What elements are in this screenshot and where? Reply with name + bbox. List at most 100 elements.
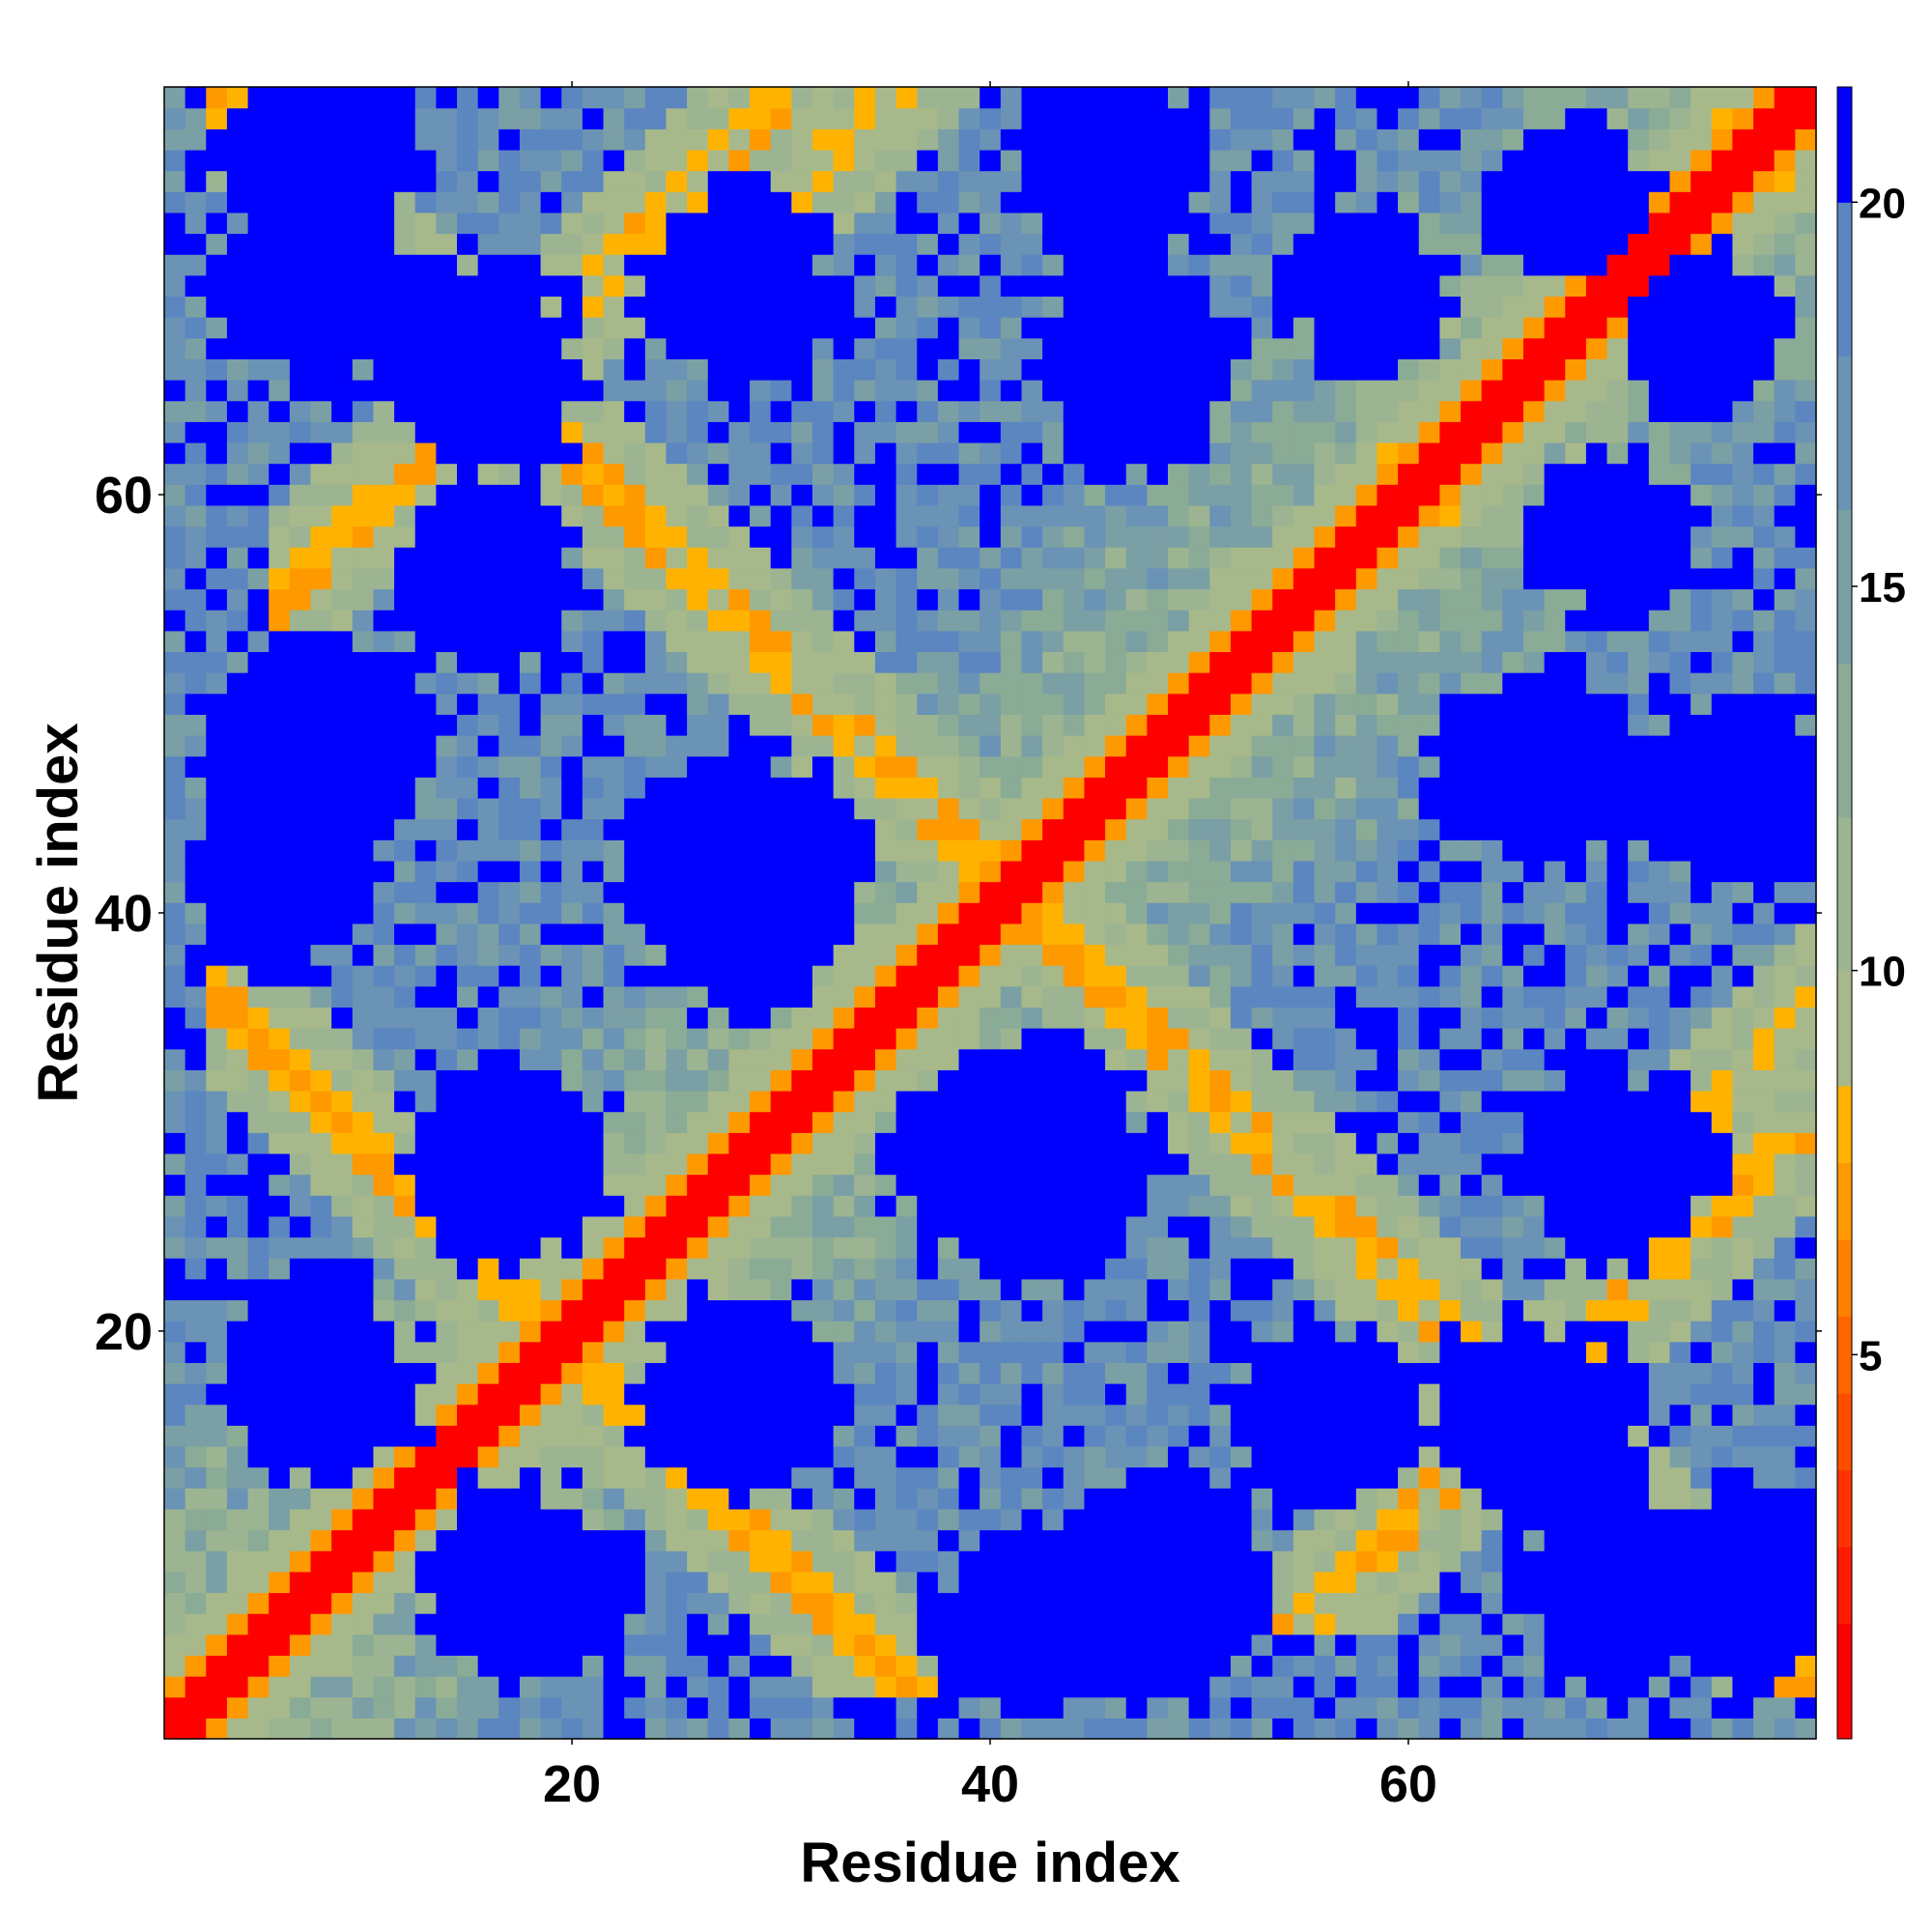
heatmap-cell (1293, 484, 1316, 506)
heatmap-cell (436, 1299, 458, 1321)
heatmap-cell (1167, 1152, 1190, 1176)
heatmap-cell (310, 1488, 332, 1510)
heatmap-cell (603, 1258, 625, 1280)
heatmap-cell (247, 1090, 270, 1113)
heatmap-cell (498, 1195, 521, 1217)
heatmap-cell (1167, 1383, 1190, 1406)
heatmap-cell (666, 1676, 688, 1698)
heatmap-cell (1042, 463, 1065, 485)
heatmap-cell (937, 944, 960, 966)
heatmap-cell (1293, 1425, 1316, 1447)
heatmap-cell (707, 1613, 730, 1635)
heatmap-cell (1439, 714, 1462, 736)
heatmap-cell (1000, 1195, 1023, 1217)
heatmap-cell (687, 254, 709, 276)
heatmap-cell (1377, 1195, 1399, 1217)
heatmap-cell (373, 1383, 395, 1406)
heatmap-cell (1209, 87, 1232, 109)
heatmap-cell (1251, 1696, 1273, 1719)
heatmap-cell (1000, 107, 1023, 129)
heatmap-cell (352, 526, 375, 548)
heatmap-cell (1125, 1613, 1148, 1635)
heatmap-cell (1000, 296, 1023, 318)
heatmap-cell (728, 839, 751, 862)
heatmap-cell (644, 337, 668, 359)
heatmap-cell (812, 337, 835, 359)
heatmap-cell (707, 1696, 730, 1719)
heatmap-cell (498, 839, 521, 862)
heatmap-cell (414, 107, 437, 129)
heatmap-cell (937, 1048, 960, 1070)
heatmap-cell (1021, 1236, 1043, 1259)
heatmap-cell (1272, 296, 1294, 318)
heatmap-cell (1355, 170, 1378, 192)
heatmap-cell (707, 818, 730, 840)
heatmap-cell (540, 1111, 562, 1133)
heatmap-cell (1167, 1676, 1190, 1698)
heatmap-cell (206, 1529, 228, 1551)
heatmap-cell (728, 755, 751, 778)
heatmap-cell (1439, 1321, 1462, 1343)
heatmap-cell (185, 149, 207, 172)
heatmap-cell (1147, 1383, 1169, 1406)
heatmap-cell (373, 1174, 395, 1196)
heatmap-cell (226, 839, 249, 862)
heatmap-cell (1167, 547, 1190, 569)
heatmap-cell (582, 860, 605, 883)
heatmap-cell (1355, 797, 1378, 820)
heatmap-cell (874, 463, 897, 485)
heatmap-cell (958, 985, 980, 1009)
heatmap-cell (833, 1299, 855, 1321)
heatmap-cell (1084, 1278, 1106, 1301)
heatmap-cell (1000, 1132, 1023, 1154)
heatmap-cell (854, 1028, 876, 1050)
heatmap-cell (519, 672, 542, 695)
heatmap-cell (247, 985, 270, 1009)
heatmap-cell (164, 755, 186, 778)
heatmap-cell (750, 965, 772, 987)
heatmap-cell (206, 1655, 228, 1677)
heatmap-cell (624, 1696, 646, 1719)
heatmap-cell (644, 1069, 668, 1092)
heatmap-cell (352, 1696, 375, 1719)
heatmap-cell (477, 818, 499, 840)
heatmap-cell (1167, 1007, 1190, 1029)
heatmap-cell (394, 1655, 416, 1677)
heatmap-cell (750, 1258, 772, 1280)
heatmap-cell (1209, 337, 1232, 359)
heatmap-cell (1125, 358, 1148, 381)
heatmap-cell (1042, 693, 1065, 715)
heatmap-cell (895, 1195, 918, 1217)
heatmap-cell (644, 860, 668, 883)
heatmap-cell (1188, 421, 1210, 443)
heatmap-cell (1251, 296, 1273, 318)
heatmap-cell (1021, 1090, 1043, 1113)
heatmap-cell (331, 985, 354, 1009)
heatmap-cell (561, 274, 583, 298)
heatmap-cell (436, 1550, 458, 1573)
heatmap-cell (644, 1132, 668, 1154)
heatmap-cell (812, 317, 835, 339)
heatmap-cell (854, 504, 876, 527)
heatmap-cell (247, 860, 270, 883)
heatmap-cell (603, 1529, 625, 1551)
heatmap-cell (1293, 1508, 1316, 1531)
heatmap-cell (1209, 1655, 1232, 1677)
heatmap-cell (1293, 965, 1316, 987)
heatmap-cell (436, 1007, 458, 1029)
heatmap-cell (750, 1488, 772, 1510)
heatmap-cell (1314, 149, 1336, 172)
heatmap-cell (1335, 149, 1357, 172)
heatmap-cell (687, 1383, 709, 1406)
heatmap-cell (1042, 1236, 1065, 1259)
heatmap-cell (582, 1676, 605, 1698)
heatmap-cell (707, 902, 730, 924)
heatmap-cell (1355, 1404, 1378, 1426)
heatmap-cell (498, 400, 521, 422)
heatmap-cell (1063, 421, 1086, 443)
heatmap-cell (519, 588, 542, 611)
heatmap-cell (1188, 630, 1210, 653)
heatmap-cell (895, 944, 918, 966)
heatmap-cell (812, 128, 835, 151)
heatmap-cell (770, 881, 792, 903)
